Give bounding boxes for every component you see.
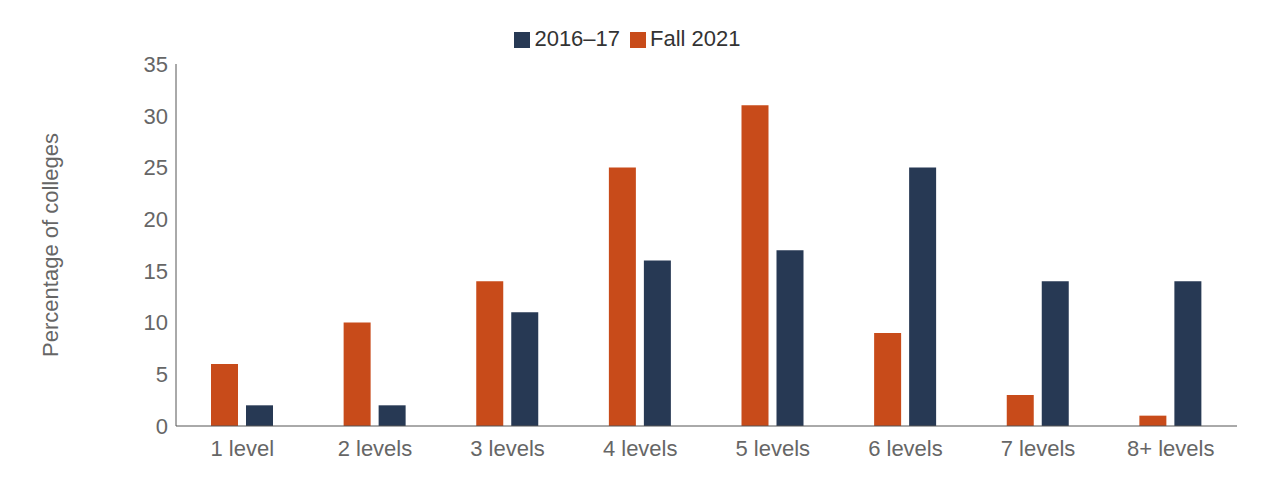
svg-text:10: 10 (144, 310, 168, 335)
svg-text:2 levels: 2 levels (338, 436, 413, 461)
svg-text:30: 30 (144, 104, 168, 129)
svg-text:6 levels: 6 levels (868, 436, 943, 461)
svg-text:Percentage of colleges: Percentage of colleges (38, 133, 63, 357)
svg-text:15: 15 (144, 259, 168, 284)
svg-text:0: 0 (156, 414, 168, 439)
svg-text:8+ levels: 8+ levels (1127, 436, 1214, 461)
svg-text:5: 5 (156, 362, 168, 387)
svg-text:20: 20 (144, 207, 168, 232)
svg-text:7 levels: 7 levels (1001, 436, 1076, 461)
html-text:Fall 2021: Fall 2021 (650, 26, 741, 51)
svg-text:25: 25 (144, 155, 168, 180)
html-text:2016–17: 2016–17 (534, 26, 621, 51)
svg-text:5 levels: 5 levels (736, 436, 811, 461)
svg-text:3 levels: 3 levels (470, 436, 545, 461)
svg-text:1 level: 1 level (211, 436, 275, 461)
svg-text:35: 35 (144, 52, 168, 77)
svg-text:4 levels: 4 levels (603, 436, 678, 461)
